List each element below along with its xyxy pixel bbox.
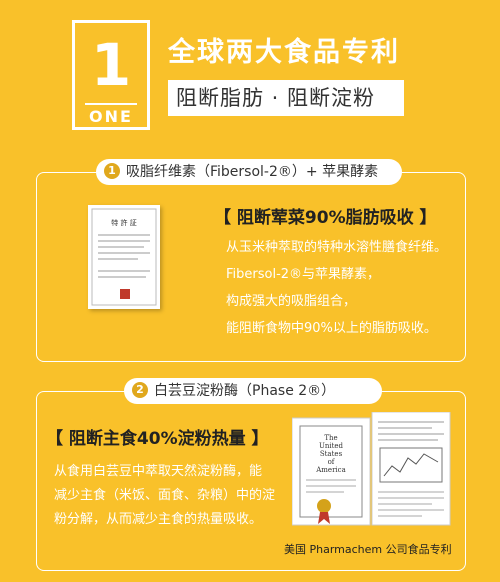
patent-cover-line: United xyxy=(319,442,344,450)
badge-word: ONE xyxy=(89,107,133,126)
section-2-heading: 【 阻断主食40%淀粉热量 】 xyxy=(46,429,269,449)
section-2-index: 2 xyxy=(132,382,148,398)
section-2-pill-label: 白芸豆淀粉酶（Phase 2®） xyxy=(154,383,336,399)
us-patent-document-image: The United States of America xyxy=(291,411,452,527)
section-1-line: 构成强大的吸脂组合， xyxy=(226,294,357,309)
badge-number: 1 xyxy=(90,31,132,99)
patent-certificate-image: 特 許 証 xyxy=(88,205,160,309)
patent-caption: 美国 Pharmachem 公司食品专利 xyxy=(284,543,452,556)
section-1-line: 从玉米种萃取的特种水溶性膳食纤维。 xyxy=(226,240,448,255)
section-1-pill: 1 吸脂纤维素（Fibersol-2®）+ 苹果酵素 xyxy=(96,159,402,185)
patent-cover-line: States xyxy=(320,450,343,458)
patent-cover-line: The xyxy=(324,434,337,442)
section-2-line: 减少主食（米饭、面食、杂粮）中的淀 xyxy=(54,488,276,503)
section-2-description: 从食用白芸豆中萃取天然淀粉酶，能 减少主食（米饭、面食、杂粮）中的淀 粉分解，从… xyxy=(54,460,275,532)
certificate-title: 特 許 証 xyxy=(111,218,136,227)
patent-cover-line: of xyxy=(328,458,336,466)
section-1-line: 能阻断食物中90%以上的脂肪吸收。 xyxy=(226,321,437,336)
patent-cover-line: America xyxy=(315,466,346,474)
section-2-pill: 2 白芸豆淀粉酶（Phase 2®） xyxy=(124,378,382,404)
section-1-heading: 【 阻断荤菜90%脂肪吸收 】 xyxy=(214,208,437,228)
badge-divider xyxy=(85,103,137,105)
number-one-badge: 1 ONE xyxy=(72,20,150,130)
section-1-pill-label: 吸脂纤维素（Fibersol-2®）+ 苹果酵素 xyxy=(126,164,379,180)
page-title: 全球两大食品专利 xyxy=(168,37,400,68)
section-2-line: 从食用白芸豆中萃取天然淀粉酶，能 xyxy=(54,464,263,479)
page-subtitle: 阻断脂肪 · 阻断淀粉 xyxy=(168,80,404,116)
section-1-line: Fibersol-2®与苹果酵素， xyxy=(226,267,381,282)
section-1-description: 从玉米种萃取的特种水溶性膳食纤维。 Fibersol-2®与苹果酵素， 构成强大… xyxy=(226,234,447,342)
section-2-line: 粉分解，从而减少主食的热量吸收。 xyxy=(54,512,263,527)
section-1-index: 1 xyxy=(104,163,120,179)
